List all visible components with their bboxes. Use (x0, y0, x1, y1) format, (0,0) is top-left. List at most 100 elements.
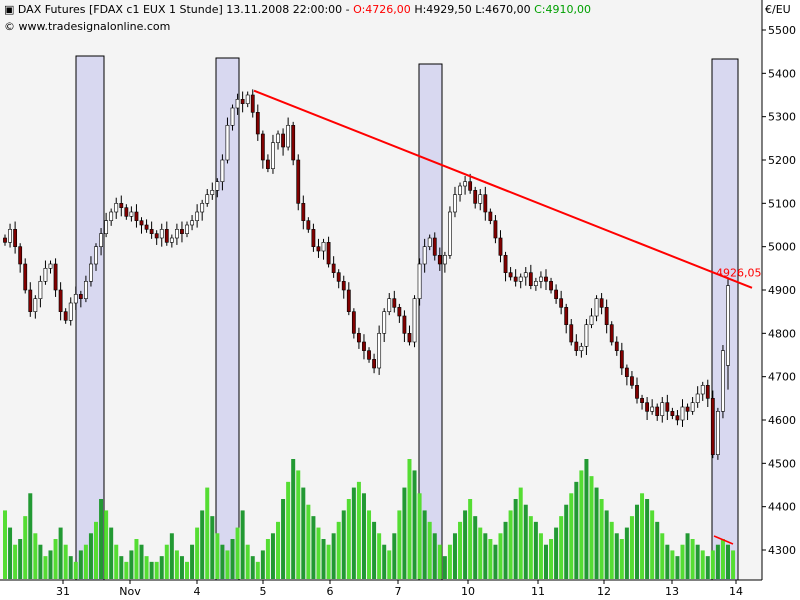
candle-body (33, 298, 38, 312)
trend-line (253, 89, 753, 289)
volume-bar (48, 550, 53, 579)
volume-bar (124, 561, 129, 579)
candle-body (205, 194, 210, 204)
candle-body (564, 307, 569, 325)
volume-bar (129, 550, 134, 579)
candle-body (442, 255, 447, 265)
candle-body (402, 315, 407, 334)
candle-body (614, 341, 619, 351)
candle-body (503, 255, 508, 273)
candle-body (260, 133, 265, 161)
volume-bar (144, 556, 149, 579)
candle-body (715, 411, 720, 455)
volume-bar (94, 521, 99, 579)
volume-bar (422, 510, 427, 579)
volume-bar (169, 533, 174, 579)
candle-body (544, 276, 548, 282)
candle-body (508, 272, 513, 278)
y-tick-label: 4300 (768, 544, 796, 557)
candle-body (645, 402, 650, 412)
candle-body (250, 94, 255, 113)
candle-body (387, 298, 392, 312)
header-close: C:4910,00 (534, 3, 591, 16)
candle-body (281, 133, 285, 148)
candle-body (675, 415, 680, 421)
volume-bar (3, 510, 7, 579)
candle-body (473, 190, 478, 204)
volume-bar (680, 544, 685, 579)
candle-body (523, 272, 528, 278)
y-tick-label: 5300 (768, 111, 796, 124)
candle-body (705, 385, 710, 399)
volume-bar (533, 521, 538, 579)
price-candles (3, 89, 730, 460)
candle-body (726, 285, 730, 366)
candle-body (331, 263, 336, 273)
volume-bar (240, 510, 245, 579)
candle-body (346, 289, 351, 312)
volume-bar (311, 516, 316, 579)
volume-bar (316, 527, 321, 579)
candle-body (690, 402, 695, 412)
y-tick-label: 5000 (768, 241, 796, 254)
candle-body (660, 402, 665, 416)
session-highlight (75, 55, 105, 581)
candle-body (619, 350, 624, 369)
candle-body (513, 276, 518, 282)
volume-bar (402, 487, 407, 579)
volume-bar (18, 539, 23, 579)
candle-body (104, 220, 109, 234)
volume-bar (58, 527, 63, 579)
volume-bar (675, 556, 680, 579)
candle-body (48, 263, 53, 269)
volume-bar (685, 533, 690, 579)
header-open: O:4726,00 (353, 3, 411, 16)
volume-bar (361, 493, 366, 579)
candle-body (382, 311, 387, 334)
candle-body (195, 211, 200, 221)
volume-bar (705, 556, 710, 579)
candle-body (377, 333, 382, 369)
candle-body (13, 229, 18, 247)
candle-body (498, 237, 503, 256)
volume-bar (8, 527, 13, 579)
candle-body (488, 211, 493, 221)
candle-body (190, 220, 194, 226)
y-axis: 5500 5400 5300 5200 5100 5000 4900 4800 4700 4600… (762, 24, 796, 557)
candle-body (154, 233, 159, 239)
candle-body (599, 298, 604, 308)
volume-bar (468, 499, 473, 579)
volume-bar (119, 556, 124, 579)
volume-bar (650, 510, 655, 579)
volume-bar (341, 510, 346, 579)
last-price-label: 4926,05 (716, 267, 762, 280)
volume-bar (655, 521, 660, 579)
candle-body (437, 255, 442, 265)
candle-body (463, 181, 467, 187)
candle-body (594, 298, 599, 317)
candle-body (38, 281, 43, 299)
candle-body (89, 263, 93, 282)
volume-bar (569, 493, 574, 579)
candle-body (372, 359, 376, 369)
candle-body (175, 229, 179, 239)
candle-body (271, 142, 275, 169)
volume-trend-line (713, 535, 734, 545)
volume-bar (427, 521, 432, 579)
volume-bar (720, 539, 725, 579)
candle-body (589, 315, 594, 325)
candle-body (665, 402, 670, 412)
volume-bar (473, 516, 478, 579)
volume-bar (139, 544, 144, 579)
volume-bar (114, 544, 119, 579)
candle-body (721, 350, 725, 412)
candle-body (640, 398, 644, 403)
candle-body (316, 246, 321, 252)
x-tick-label: 31 (56, 585, 70, 598)
volume-bar (690, 539, 695, 579)
volume-bar (205, 487, 210, 579)
candle-body (83, 281, 88, 299)
candle-body (18, 246, 23, 265)
candle-body (604, 307, 609, 325)
